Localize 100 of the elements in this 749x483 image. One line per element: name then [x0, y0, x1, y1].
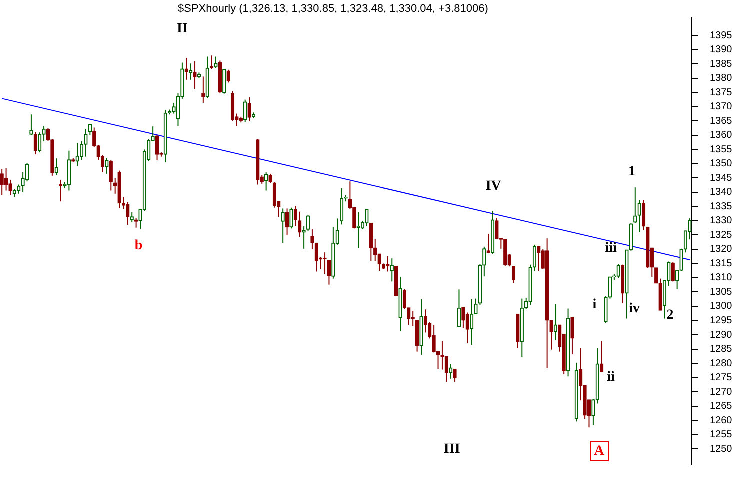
- y-tick-label: 1340: [710, 187, 733, 198]
- annotation: III: [444, 442, 460, 457]
- candlestick: [222, 68, 226, 94]
- y-tick-label: 1365: [710, 116, 733, 127]
- candlestick: [638, 200, 642, 233]
- candlestick: [4, 168, 8, 192]
- candlestick: [0, 168, 4, 196]
- candlestick: [616, 264, 620, 278]
- y-tick-label: 1335: [710, 201, 733, 212]
- candlestick: [554, 304, 558, 341]
- annotation: b: [134, 238, 143, 254]
- candlestick: [306, 214, 310, 232]
- annotation: 1: [628, 164, 636, 180]
- candlestick: [290, 207, 294, 230]
- annotation: iii: [605, 241, 617, 256]
- candlestick: [58, 179, 63, 202]
- y-tick-label: 1360: [710, 130, 733, 142]
- candlestick: [202, 76, 206, 104]
- candlestick: [92, 127, 96, 148]
- candlestick: [340, 188, 344, 226]
- candlestick: [30, 114, 34, 136]
- y-tick-label: 1355: [710, 144, 733, 156]
- annotation: ii: [607, 370, 616, 385]
- candlestick: [402, 288, 407, 310]
- candlestick: [550, 320, 554, 350]
- candlestick: [365, 208, 369, 227]
- candlestick: [440, 340, 444, 370]
- candlestick: [193, 60, 197, 90]
- candlestick: [482, 246, 486, 278]
- candlestick: [449, 364, 453, 380]
- candlestick: [130, 212, 134, 223]
- candlestick: [188, 63, 193, 80]
- candlestick: [109, 159, 113, 192]
- candlestick: [285, 208, 290, 236]
- candlestick: [126, 202, 130, 226]
- y-tick-label: 1250: [710, 444, 733, 455]
- y-tick-label: 1325: [710, 230, 733, 241]
- chart-title: $SPXhourly (1,326.13, 1,330.85, 1,323.48, 1,330.04, +3.81006): [178, 3, 488, 16]
- candlestick: [570, 316, 574, 355]
- candlestick: [495, 218, 499, 240]
- candlestick: [314, 242, 318, 272]
- candlestick: [46, 128, 50, 142]
- y-tick-label: 1345: [710, 172, 733, 184]
- candlestick: [386, 256, 390, 272]
- y-tick-label: 1375: [710, 87, 733, 98]
- y-tick-label: 1315: [710, 258, 733, 270]
- candlestick: [592, 398, 596, 426]
- candlestick: [654, 268, 658, 284]
- y-tick-label: 1270: [710, 386, 733, 398]
- candlestick: [462, 306, 466, 329]
- candlestick: [67, 150, 72, 192]
- candlestick: [281, 208, 285, 244]
- candlestick: [453, 368, 457, 383]
- candlestick: [84, 128, 88, 158]
- candlestick: [268, 173, 272, 184]
- candlestick: [675, 270, 680, 290]
- candlestick: [302, 226, 306, 250]
- candlestick: [327, 260, 332, 286]
- candlestick: [155, 134, 160, 162]
- y-tick-label: 1330: [710, 216, 733, 227]
- candlestick: [532, 244, 537, 272]
- candlestick: [184, 58, 188, 80]
- candlestick: [323, 252, 327, 274]
- y-tick-label: 1310: [710, 272, 733, 284]
- candlestick: [8, 179, 12, 196]
- annotation: 2: [666, 308, 674, 324]
- candlestick: [298, 211, 302, 238]
- candlestick: [407, 307, 411, 326]
- candlestick: [214, 56, 218, 69]
- candlestick: [537, 246, 541, 272]
- y-tick-label: 1390: [710, 44, 733, 56]
- candlestick: [294, 206, 298, 227]
- y-tick-label: 1275: [710, 372, 733, 384]
- candlestick: [390, 258, 394, 282]
- y-tick-label: 1395: [710, 30, 733, 42]
- y-tick-label: 1290: [710, 330, 733, 341]
- candlestick: [226, 69, 230, 84]
- y-tick-label: 1295: [710, 316, 733, 326]
- candlestick: [310, 229, 314, 250]
- y-tick-label: 1265: [710, 401, 733, 412]
- candlestick: [642, 200, 646, 231]
- y-tick-label: 1300: [710, 301, 733, 312]
- candlestick: [105, 158, 109, 174]
- annotation: IV: [486, 179, 502, 194]
- y-tick-label: 1285: [710, 344, 733, 356]
- y-tick-label: 1320: [710, 244, 733, 256]
- annotation: iv: [629, 301, 640, 316]
- candlestick: [444, 356, 448, 383]
- y-tick-label: 1305: [710, 286, 733, 298]
- candlestick: [80, 140, 84, 160]
- candlestick: [369, 222, 373, 262]
- candlestick: [210, 55, 214, 70]
- y-tick-label: 1280: [710, 358, 733, 370]
- candlestick: [25, 162, 30, 182]
- candlestick: [470, 298, 474, 346]
- y-tick-label: 1380: [710, 73, 733, 84]
- y-tick-label: 1385: [710, 58, 733, 70]
- candlestick: [264, 172, 268, 192]
- annotation: i: [592, 298, 597, 313]
- candlestick: [424, 309, 428, 334]
